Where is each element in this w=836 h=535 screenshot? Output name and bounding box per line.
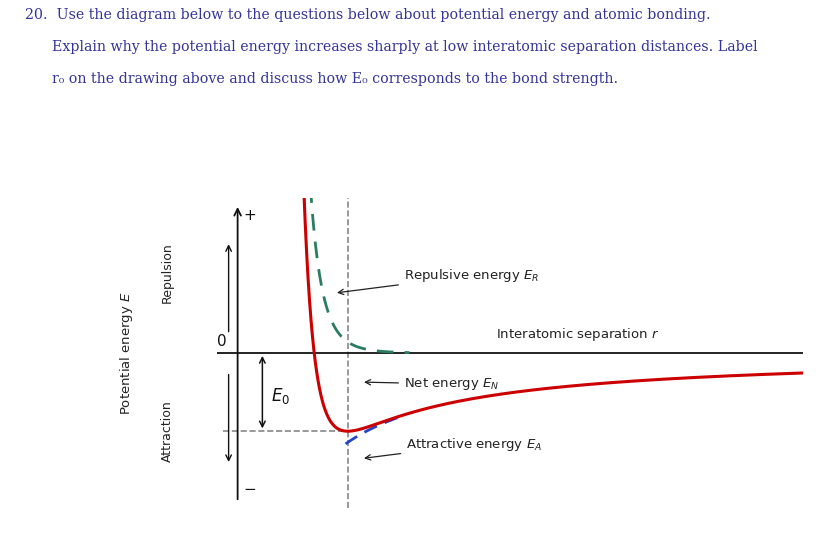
- Text: r₀ on the drawing above and discuss how E₀ corresponds to the bond strength.: r₀ on the drawing above and discuss how …: [25, 72, 618, 86]
- Text: Attraction: Attraction: [161, 400, 174, 462]
- Text: $E_0$: $E_0$: [272, 386, 290, 406]
- Text: 0: 0: [217, 334, 227, 349]
- Text: Interatomic separation $r$: Interatomic separation $r$: [496, 326, 660, 343]
- Text: Attractive energy $E_A$: Attractive energy $E_A$: [365, 435, 543, 460]
- Text: Repulsion: Repulsion: [161, 242, 174, 303]
- Text: Potential energy $E$: Potential energy $E$: [118, 291, 135, 415]
- Text: 20.  Use the diagram below to the questions below about potential energy and ato: 20. Use the diagram below to the questio…: [25, 8, 711, 22]
- Text: Net energy $E_N$: Net energy $E_N$: [365, 376, 499, 392]
- Text: Explain why the potential energy increases sharply at low interatomic separation: Explain why the potential energy increas…: [25, 40, 757, 54]
- Text: −: −: [243, 482, 256, 497]
- Text: +: +: [243, 208, 256, 223]
- Text: Repulsive energy $E_R$: Repulsive energy $E_R$: [339, 267, 539, 295]
